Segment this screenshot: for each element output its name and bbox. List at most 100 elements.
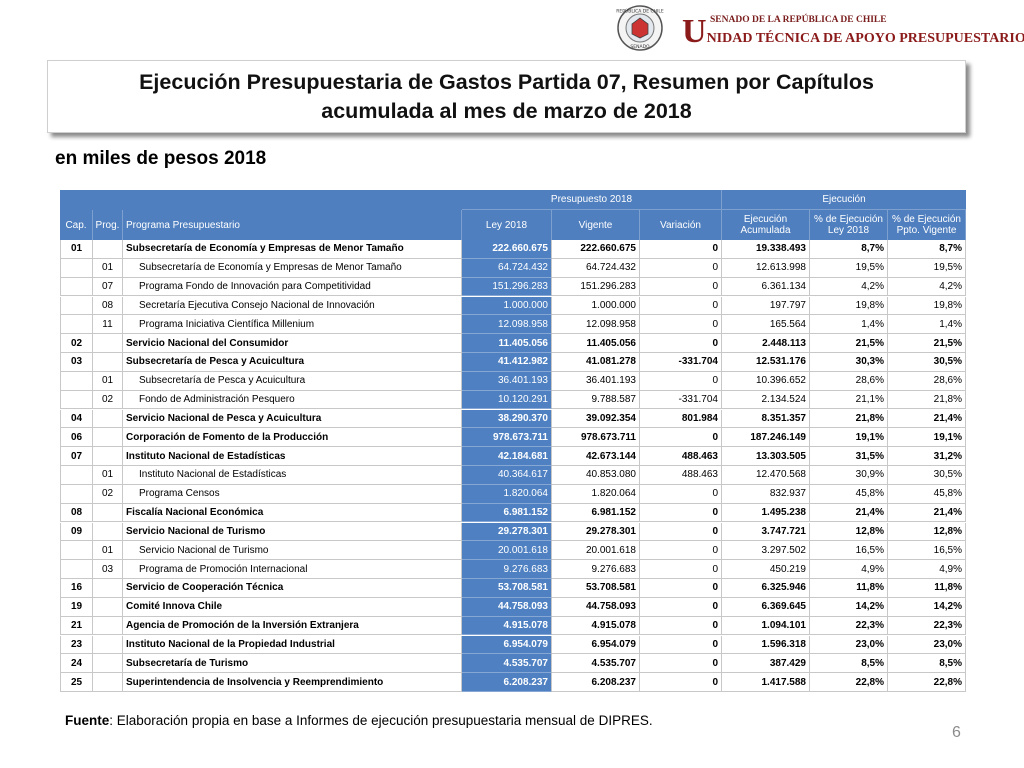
- table-cell: 0: [640, 579, 722, 598]
- group-header: Ejecución: [722, 190, 966, 210]
- table-cell: 12.470.568: [722, 466, 810, 485]
- table-cell: Servicio Nacional de Turismo: [123, 541, 462, 561]
- table-cell: Servicio Nacional del Consumidor: [123, 334, 462, 353]
- table-cell: 21,4%: [888, 409, 966, 429]
- table-cell: 39.092.354: [552, 409, 640, 429]
- table-cell: Fondo de Administración Pesquero: [123, 390, 462, 410]
- table-cell: Subsecretaría de Economía y Empresas de …: [123, 258, 462, 278]
- table-cell: 12,8%: [888, 522, 966, 542]
- table-cell: Programa Fondo de Innovación para Compet…: [123, 277, 462, 297]
- table-cell: 3.297.502: [722, 541, 810, 561]
- header-line: Cap.: [65, 219, 87, 231]
- table-cell: 40.853.080: [552, 466, 640, 485]
- table-cell: 23: [60, 635, 93, 655]
- table-cell: 4,9%: [810, 560, 888, 579]
- table-cell: [60, 296, 93, 316]
- table-cell: 02: [93, 484, 123, 504]
- table-cell: [60, 315, 93, 335]
- table-cell: 0: [640, 616, 722, 636]
- table-cell: 0: [640, 541, 722, 561]
- table-cell: 22,8%: [888, 673, 966, 692]
- table-cell: 09: [60, 522, 93, 542]
- unit-name: UNIDAD TÉCNICA DE APOYO PRESUPUESTARIO: [682, 13, 1024, 50]
- table-cell: [60, 258, 93, 278]
- table-cell: [93, 522, 123, 542]
- table-cell: 01: [60, 240, 93, 259]
- table-cell: 151.296.283: [552, 277, 640, 297]
- table-cell: Instituto Nacional de Estadísticas: [123, 447, 462, 466]
- table-cell: Servicio Nacional de Pesca y Acuicultura: [123, 409, 462, 429]
- table-cell: 4.915.078: [462, 616, 552, 636]
- table-cell: 02: [93, 390, 123, 410]
- table-cell: Subsecretaría de Economía y Empresas de …: [123, 240, 462, 259]
- table-cell: 197.797: [722, 296, 810, 316]
- table-cell: 0: [640, 522, 722, 542]
- table-cell: 22,3%: [888, 616, 966, 636]
- table-cell: 08: [60, 503, 93, 523]
- header-line: % de Ejecución: [814, 214, 883, 225]
- table-cell: 12.098.958: [552, 315, 640, 335]
- table-cell: 20.001.618: [462, 541, 552, 561]
- table-cell: 1.495.238: [722, 503, 810, 523]
- table-cell: 25: [60, 673, 93, 692]
- table-cell: [93, 240, 123, 259]
- table-cell: 19,8%: [810, 296, 888, 316]
- table-cell: 06: [60, 428, 93, 448]
- table-cell: 29.278.301: [552, 522, 640, 542]
- table-cell: Fiscalía Nacional Económica: [123, 503, 462, 523]
- header-line: Prog.: [95, 219, 120, 231]
- table-cell: 4.535.707: [552, 654, 640, 674]
- table-cell: 14,2%: [810, 597, 888, 617]
- table-cell: 23,0%: [888, 635, 966, 655]
- table-cell: 3.747.721: [722, 522, 810, 542]
- table-cell: -331.704: [640, 390, 722, 410]
- table-cell: 11,8%: [888, 579, 966, 598]
- table-cell: 16,5%: [810, 541, 888, 561]
- table-cell: [93, 503, 123, 523]
- table-cell: 30,5%: [888, 466, 966, 485]
- table-cell: 0: [640, 503, 722, 523]
- table-cell: Superintendencia de Insolvencia y Reempr…: [123, 673, 462, 692]
- table-cell: 41.412.982: [462, 353, 552, 372]
- table-cell: 45,8%: [888, 484, 966, 504]
- table-cell: 21,5%: [888, 334, 966, 353]
- source-note: Fuente: Elaboración propia en base a Inf…: [65, 713, 653, 728]
- column-header: Prog.: [93, 210, 123, 240]
- table-cell: Instituto Nacional de Estadísticas: [123, 466, 462, 485]
- table-cell: [93, 616, 123, 636]
- header-line: Programa Presupuestario: [126, 219, 240, 231]
- table-cell: [93, 447, 123, 466]
- table-cell: 0: [640, 654, 722, 674]
- column-header: % de Ejecución Ley 2018: [810, 210, 888, 240]
- page-number: 6: [952, 724, 961, 741]
- table-cell: 6.981.152: [462, 503, 552, 523]
- table-cell: 4.535.707: [462, 654, 552, 674]
- table-cell: 832.937: [722, 484, 810, 504]
- table-cell: 08: [93, 296, 123, 316]
- table-cell: 16,5%: [888, 541, 966, 561]
- column-header: Ejecución Acumulada: [722, 210, 810, 240]
- table-cell: 1.094.101: [722, 616, 810, 636]
- table-cell: 488.463: [640, 466, 722, 485]
- table-cell: 1,4%: [810, 315, 888, 335]
- table-cell: 11.405.056: [552, 334, 640, 353]
- table-cell: 03: [60, 353, 93, 372]
- logo-seal: REPÚBLICA DE CHILE SENADO: [616, 5, 664, 51]
- table-cell: Programa Iniciativa Científica Millenium: [123, 315, 462, 335]
- title-box: Ejecución Presupuestaria de Gastos Parti…: [47, 60, 966, 133]
- table-cell: 07: [93, 277, 123, 297]
- column-header: Vigente: [552, 210, 640, 240]
- table-cell: 21,4%: [810, 503, 888, 523]
- group-header: Presupuesto 2018: [462, 190, 722, 210]
- table-cell: 19,1%: [810, 428, 888, 448]
- table-cell: 20.001.618: [552, 541, 640, 561]
- table-cell: 19,1%: [888, 428, 966, 448]
- table-cell: 28,6%: [888, 371, 966, 391]
- table-cell: 21: [60, 616, 93, 636]
- column-header: Programa Presupuestario: [123, 210, 462, 240]
- table-cell: [93, 579, 123, 598]
- table-cell: Comité Innova Chile: [123, 597, 462, 617]
- table-cell: 8,7%: [888, 240, 966, 259]
- table-cell: 0: [640, 296, 722, 316]
